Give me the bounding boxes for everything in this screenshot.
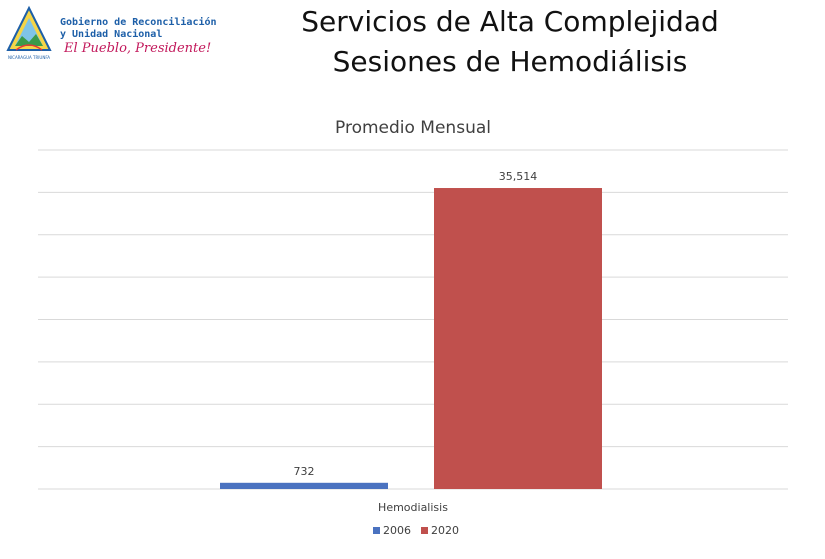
bar-chart: Promedio Mensual 732 35,514 Hemodialisis 200… bbox=[38, 118, 788, 537]
page-title-line2: Sesiones de Hemodiálisis bbox=[332, 45, 688, 78]
logo-slogan: El Pueblo, Presidente! bbox=[64, 41, 212, 56]
bar-2006 bbox=[220, 482, 388, 489]
logo-text-line2: y Unidad Nacional bbox=[60, 29, 163, 40]
logo-text-line1: Gobierno de Reconciliación bbox=[60, 17, 217, 28]
legend-label-2020: 2020 bbox=[431, 524, 459, 537]
logo-mark-text: NICARAGUA TRIUNFA bbox=[8, 55, 50, 60]
data-label-2020: 35,514 bbox=[499, 170, 538, 183]
legend-swatch-2020 bbox=[421, 527, 428, 534]
legend-label-2006: 2006 bbox=[383, 524, 411, 537]
nicaragua-triangle-logo-icon: NICARAGUA TRIUNFA bbox=[6, 5, 52, 60]
page-title-line1: Servicios de Alta Complejidad bbox=[301, 5, 719, 38]
legend-swatch-2006 bbox=[373, 527, 380, 534]
chart-title: Promedio Mensual bbox=[335, 118, 491, 138]
bar-2020 bbox=[434, 188, 602, 489]
data-label-2006: 732 bbox=[294, 465, 315, 478]
x-tick-label: Hemodialisis bbox=[378, 501, 448, 514]
logo: NICARAGUA TRIUNFA Gobierno de Reconcilia… bbox=[4, 4, 217, 64]
